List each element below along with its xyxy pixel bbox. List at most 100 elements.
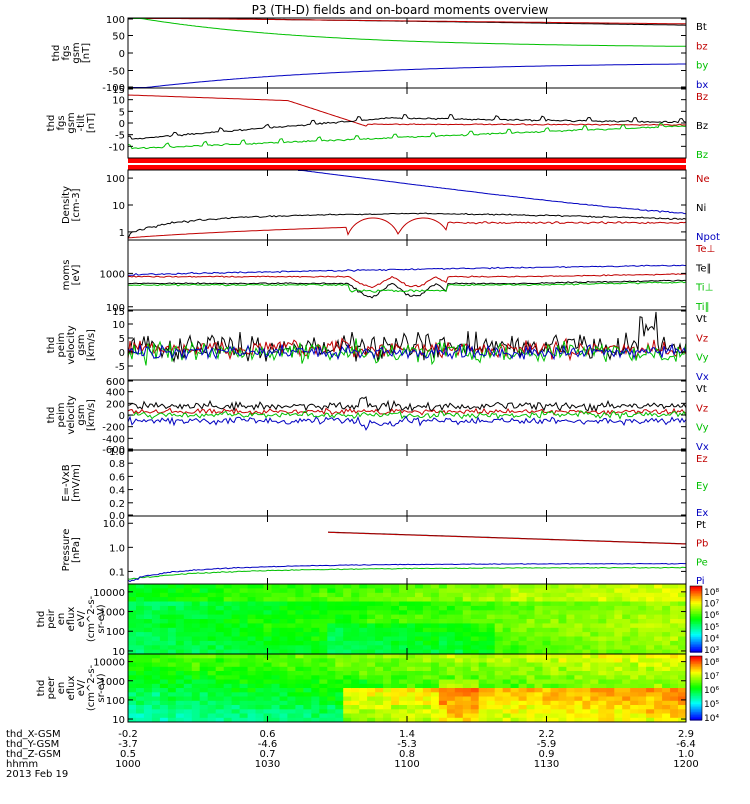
spectrogram-cell bbox=[430, 623, 440, 629]
spectrogram-cell bbox=[128, 709, 137, 715]
legend-entry: Te∥ bbox=[695, 263, 712, 274]
spectrogram-cell bbox=[510, 683, 520, 689]
y-axis-label-line: thd bbox=[51, 45, 62, 62]
legend-entry: Ni bbox=[696, 203, 706, 214]
spectrogram-cell bbox=[630, 658, 639, 664]
spectrogram-cell bbox=[566, 649, 575, 654]
orbit-value: 0.5 bbox=[120, 749, 136, 760]
orbit-label: thd_Y-GSM bbox=[6, 739, 59, 750]
spectrogram-cell bbox=[287, 688, 296, 693]
spectrogram-cell bbox=[223, 683, 233, 689]
spectrogram-cell bbox=[606, 649, 615, 654]
spectrogram-cell bbox=[128, 632, 137, 638]
spectrogram-cell bbox=[367, 640, 376, 646]
spectrogram-cell bbox=[462, 610, 472, 616]
spectrogram-cell bbox=[590, 671, 599, 676]
spectrogram-cell bbox=[542, 588, 552, 594]
spectrogram-cell bbox=[502, 597, 512, 603]
spectrogram-cell bbox=[215, 666, 225, 672]
spectrogram-cell bbox=[462, 584, 472, 589]
spectrogram-cell bbox=[199, 671, 209, 676]
spectrogram-cell bbox=[295, 658, 304, 664]
colorbar-cell bbox=[690, 673, 702, 676]
spectrogram-cell bbox=[598, 610, 607, 616]
spectrogram-cell bbox=[391, 696, 400, 702]
y-axis-label-line: [cm-3] bbox=[71, 188, 82, 221]
legend-entry: Bz bbox=[696, 121, 708, 132]
spectrogram-cell bbox=[598, 640, 607, 646]
spectrogram-cell bbox=[566, 675, 575, 681]
spectrogram-cell bbox=[614, 717, 623, 722]
spectrogram-cell bbox=[558, 636, 568, 642]
spectrogram-cell bbox=[279, 584, 289, 589]
spectrogram-cell bbox=[446, 632, 456, 638]
spectrogram-cell bbox=[159, 666, 169, 672]
spectrogram-cell bbox=[167, 610, 177, 616]
orbit-value: -4.6 bbox=[258, 739, 278, 750]
spectrogram-cell bbox=[136, 654, 145, 659]
spectrogram-cell bbox=[542, 623, 552, 629]
spectrogram-cell bbox=[136, 649, 145, 654]
spectrogram-cell bbox=[678, 683, 686, 689]
y-axis-label: Pressure [nPa] bbox=[61, 529, 82, 572]
spectrogram-cell bbox=[407, 688, 416, 693]
spectrogram-cell bbox=[359, 601, 368, 607]
spectrogram-cell bbox=[207, 671, 217, 676]
spectrogram-cell bbox=[383, 705, 392, 710]
spectrogram-cell bbox=[191, 584, 201, 589]
spectrogram-cell bbox=[534, 696, 544, 702]
spectrogram-cell bbox=[183, 717, 193, 722]
spectrogram-cell bbox=[279, 696, 289, 702]
spectrogram-cell bbox=[534, 688, 544, 693]
spectrogram-cell bbox=[470, 597, 480, 603]
spectrogram-cell bbox=[391, 671, 400, 676]
spectrogram-cell bbox=[375, 636, 384, 642]
spectrogram-cell bbox=[311, 688, 320, 693]
spectrogram-cell bbox=[399, 696, 408, 702]
spectrogram-cell bbox=[470, 713, 480, 719]
spectrogram-cell bbox=[167, 623, 177, 629]
spectrogram-cell bbox=[199, 658, 209, 664]
spectrogram-cell bbox=[295, 610, 304, 616]
colorbar-cell bbox=[690, 712, 702, 715]
spectrogram-cell bbox=[399, 662, 408, 668]
spectrogram-cell bbox=[359, 688, 368, 693]
spectrogram-cell bbox=[143, 592, 153, 598]
spectrogram-cell bbox=[598, 649, 607, 654]
spectrogram-cell bbox=[327, 588, 336, 594]
spectrogram-cell bbox=[367, 692, 376, 698]
colorbar-cell bbox=[690, 591, 702, 594]
spectrogram-cell bbox=[327, 713, 336, 719]
spectrogram-cell bbox=[510, 640, 520, 646]
spectrogram-cell bbox=[231, 610, 241, 616]
spectrogram-cell bbox=[175, 601, 185, 607]
spectrogram-cell bbox=[191, 601, 201, 607]
spectrogram-cell bbox=[614, 597, 623, 603]
spectrogram-cell bbox=[407, 696, 416, 702]
spectrogram-cell bbox=[638, 671, 647, 676]
spectrogram-cell bbox=[383, 627, 392, 633]
spectrogram-cell bbox=[590, 597, 599, 603]
colorbar-cell bbox=[690, 676, 702, 679]
spectrogram-cell bbox=[646, 683, 655, 689]
spectrogram-cell bbox=[359, 627, 368, 633]
spectrogram-cell bbox=[287, 700, 296, 706]
spectrogram-cell bbox=[415, 666, 424, 672]
spectrogram-cell bbox=[678, 658, 686, 664]
spectrogram-cell bbox=[590, 683, 599, 689]
spectrogram-cell bbox=[223, 696, 233, 702]
spectrogram-cell bbox=[343, 671, 352, 676]
colorbar-cell bbox=[690, 642, 702, 645]
spectrogram-cell bbox=[422, 601, 432, 607]
series-line bbox=[127, 264, 687, 276]
spectrogram-cell bbox=[271, 623, 281, 629]
spectrogram-cell bbox=[415, 632, 424, 638]
y-axis-label-line: fgs bbox=[56, 115, 67, 130]
spectrogram-cell bbox=[638, 605, 647, 611]
spectrogram-cell bbox=[430, 588, 440, 594]
colorbar-tick-label: 10³ bbox=[704, 646, 719, 656]
spectrogram-cell bbox=[167, 592, 177, 598]
spectrogram-cell bbox=[646, 679, 655, 685]
colorbar-cell bbox=[690, 715, 702, 718]
spectrogram-cell bbox=[526, 696, 536, 702]
